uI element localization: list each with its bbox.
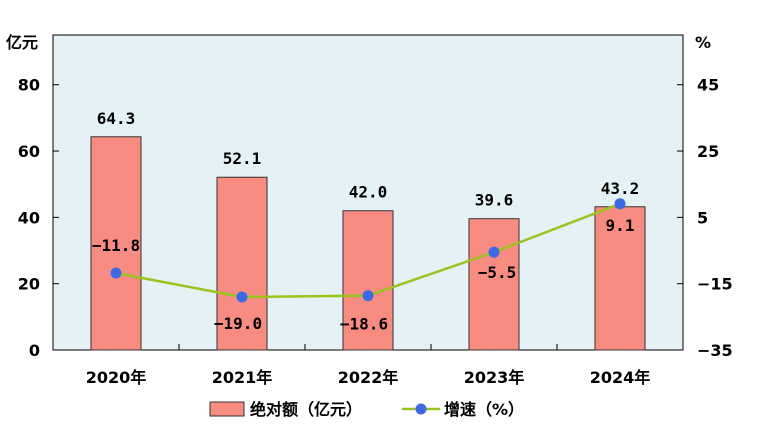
x-axis-tick-label: 2021年	[212, 368, 273, 387]
right-axis: −35 −15 5 25 45	[677, 76, 733, 360]
growth-point	[236, 291, 248, 303]
bar-value-label: 42.0	[349, 183, 388, 202]
bar	[342, 210, 394, 351]
right-axis-tick-label: 5	[697, 208, 708, 227]
bar-value-label: 39.6	[475, 191, 514, 210]
growth-point	[362, 290, 374, 302]
bar	[468, 218, 520, 351]
data-labels-group: 64.3 52.1 42.0 39.6 43.2 −11.8 −19.0 −18.6 −5.5 9…	[92, 109, 639, 334]
right-axis-tick-label: 25	[697, 142, 719, 161]
left-axis-tick-label: 20	[18, 275, 40, 294]
right-axis-tick-label: −15	[697, 275, 733, 294]
bar	[594, 206, 646, 351]
growth-point	[110, 267, 122, 279]
x-axis-tick-label: 2022年	[338, 368, 399, 387]
right-axis-unit: %	[695, 33, 711, 52]
bar-value-label: 52.1	[223, 149, 262, 168]
growth-value-label: −11.8	[92, 236, 140, 255]
legend-line-marker	[415, 403, 427, 415]
bar	[90, 136, 142, 351]
growth-point	[614, 198, 626, 210]
x-axis-tick-label: 2024年	[590, 368, 651, 387]
bar-value-label: 64.3	[97, 109, 136, 128]
x-axis-tick-label: 2020年	[86, 368, 147, 387]
right-axis-tick-label: 45	[697, 76, 719, 95]
left-axis-tick-label: 60	[18, 142, 40, 161]
growth-value-label: 9.1	[606, 216, 635, 235]
x-axis-tick-label: 2023年	[464, 368, 525, 387]
left-axis: 0 20 40 60 80	[18, 76, 59, 360]
left-axis-tick-label: 40	[18, 208, 40, 227]
right-axis-tick-label: −35	[697, 341, 733, 360]
left-axis-unit: 亿元	[6, 33, 38, 52]
growth-value-label: −18.6	[340, 315, 388, 334]
growth-line-group	[110, 198, 626, 303]
bars-group	[90, 136, 646, 351]
left-axis-tick-label: 0	[29, 341, 40, 360]
legend-bar-label: 绝对额（亿元）	[250, 400, 362, 419]
legend: 绝对额（亿元） 增速（%）	[209, 400, 524, 419]
legend-line-label: 增速（%）	[444, 400, 524, 419]
growth-point	[488, 246, 500, 258]
x-axis: 2020年 2021年 2022年 2023年 2024年	[52, 344, 684, 387]
bar	[216, 176, 268, 351]
legend-bar-swatch	[209, 401, 245, 417]
growth-value-label: −19.0	[214, 314, 262, 333]
left-axis-tick-label: 80	[18, 76, 40, 95]
growth-value-label: −5.5	[478, 263, 517, 282]
bar-value-label: 43.2	[601, 179, 640, 198]
